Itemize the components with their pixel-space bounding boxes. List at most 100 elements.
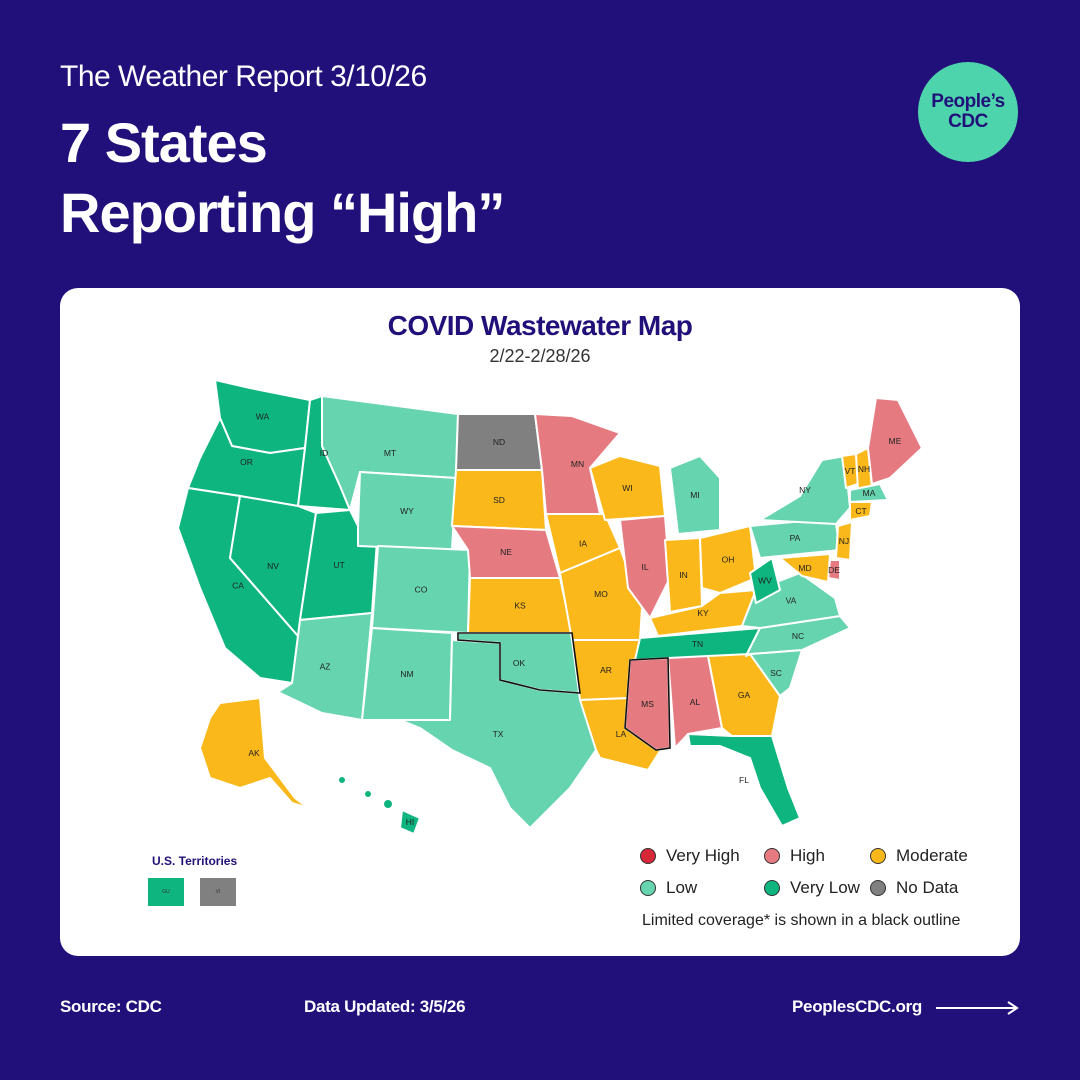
state-label-OH: OH — [722, 555, 735, 565]
state-label-WV: WV — [758, 576, 772, 586]
state-AL[interactable] — [667, 655, 723, 749]
state-NJ[interactable] — [835, 521, 853, 561]
state-MD[interactable] — [779, 553, 831, 583]
state-label-LA: LA — [616, 729, 627, 739]
legend-very-high: Very High — [640, 846, 740, 866]
state-label-MD: MD — [798, 563, 811, 573]
state-MA[interactable] — [849, 483, 889, 503]
territory-vi-label: VI — [215, 889, 221, 895]
state-label-ND: ND — [493, 437, 505, 447]
legend-moderate: Moderate — [870, 846, 968, 866]
state-label-PA: PA — [790, 533, 801, 543]
state-label-IN: IN — [679, 570, 688, 580]
state-label-TN: TN — [692, 639, 703, 649]
legend-dot-moderate — [870, 848, 886, 864]
state-labels: WA OR CA ID NV UT AZ MT WY CO NM ND SD NE KS OK TX MN IA MO… — [232, 412, 902, 828]
state-label-NE: NE — [500, 547, 512, 557]
legend-label-low: Low — [666, 878, 698, 897]
state-WI[interactable] — [589, 455, 666, 521]
legend-low: Low — [640, 878, 697, 898]
state-label-ME: ME — [889, 436, 902, 446]
limited-coverage-outlines — [457, 632, 671, 751]
state-label-CO: CO — [415, 585, 428, 595]
state-label-SC: SC — [770, 668, 782, 678]
footer-site-link[interactable]: PeoplesCDC.org — [792, 997, 922, 1016]
state-ME[interactable] — [867, 397, 923, 485]
state-label-ID: ID — [320, 448, 329, 458]
state-label-FL: FL — [739, 775, 749, 785]
state-label-CA: CA — [232, 581, 244, 591]
footer-updated: Data Updated: 3/5/26 — [304, 997, 466, 1016]
state-label-WA: WA — [256, 412, 270, 422]
state-label-IL: IL — [641, 562, 648, 572]
legend-very-low: Very Low — [764, 878, 860, 898]
state-HI-island-3 — [382, 798, 394, 810]
arrow-right-icon[interactable] — [936, 1000, 1020, 1016]
state-WV[interactable] — [749, 557, 781, 604]
logo-line-1: People’s — [931, 91, 1005, 112]
state-OH[interactable] — [699, 525, 757, 594]
territory-vi[interactable]: VI — [200, 878, 236, 906]
state-label-KY: KY — [697, 608, 709, 618]
legend-high: High — [764, 846, 825, 866]
state-label-GA: GA — [738, 690, 751, 700]
legend-dot-no-data — [870, 880, 886, 896]
state-label-CT: CT — [855, 506, 866, 516]
legend-dot-very-low — [764, 880, 780, 896]
legend-label-moderate: Moderate — [896, 846, 968, 865]
map-dates: 2/22-2/28/26 — [489, 346, 591, 366]
state-HI-group[interactable] — [337, 775, 421, 835]
state-label-WI: WI — [622, 483, 632, 493]
state-label-UT: UT — [333, 560, 344, 570]
us-map: WA OR CA ID NV UT AZ MT WY CO NM ND SD NE KS OK TX MN IA MO… — [177, 379, 923, 835]
state-label-AZ: AZ — [320, 662, 331, 672]
legend-dot-low — [640, 880, 656, 896]
state-MO[interactable] — [559, 547, 643, 641]
state-label-NM: NM — [400, 669, 413, 679]
state-label-VT: VT — [845, 466, 856, 476]
state-HI-island-1 — [337, 775, 347, 785]
state-AZ[interactable] — [277, 612, 373, 721]
state-MN[interactable] — [534, 413, 621, 515]
state-CT[interactable] — [849, 501, 873, 521]
legend-no-data: No Data — [870, 878, 958, 898]
state-label-OR: OR — [240, 457, 253, 467]
peoples-cdc-logo: People’s CDC — [918, 62, 1018, 162]
state-label-MT: MT — [384, 448, 396, 458]
state-HI-island-2 — [363, 789, 373, 799]
limited-outline-OK — [457, 632, 581, 694]
state-label-VA: VA — [786, 596, 797, 606]
state-label-SD: SD — [493, 495, 505, 505]
state-label-OK: OK — [513, 658, 526, 668]
report-subtitle: The Weather Report 3/10/26 — [60, 60, 427, 93]
state-HI-island-4 — [399, 809, 421, 835]
state-label-HI: HI — [406, 817, 415, 827]
territories-title: U.S. Territories — [152, 854, 238, 868]
state-label-DE: DE — [828, 565, 840, 575]
limited-outline-MS — [624, 657, 671, 751]
state-label-KS: KS — [514, 601, 526, 611]
state-MI[interactable] — [669, 455, 721, 535]
state-label-MI: MI — [690, 490, 699, 500]
legend-label-high: High — [790, 846, 825, 865]
state-label-NH: NH — [858, 464, 870, 474]
logo-line-2: CDC — [948, 111, 988, 132]
state-label-WY: WY — [400, 506, 414, 516]
territory-gu-label: GU — [162, 889, 170, 895]
state-IL[interactable] — [619, 515, 671, 619]
state-label-AR: AR — [600, 665, 612, 675]
state-label-NY: NY — [799, 485, 811, 495]
state-FL[interactable] — [687, 733, 801, 827]
state-label-MA: MA — [863, 488, 876, 498]
state-AK[interactable] — [199, 697, 309, 809]
legend-label-very-high: Very High — [666, 846, 740, 865]
report-headline: 7 States Reporting “High” — [60, 108, 820, 248]
state-label-AK: AK — [248, 748, 260, 758]
state-label-TX: TX — [493, 729, 504, 739]
headline-line-1: 7 States — [60, 111, 268, 174]
state-label-IA: IA — [579, 539, 587, 549]
territory-gu[interactable]: GU — [148, 878, 184, 906]
map-card: COVID Wastewater Map 2/22-2/28/26 — [60, 288, 1020, 956]
legend-dot-very-high — [640, 848, 656, 864]
state-label-NJ: NJ — [839, 536, 849, 546]
